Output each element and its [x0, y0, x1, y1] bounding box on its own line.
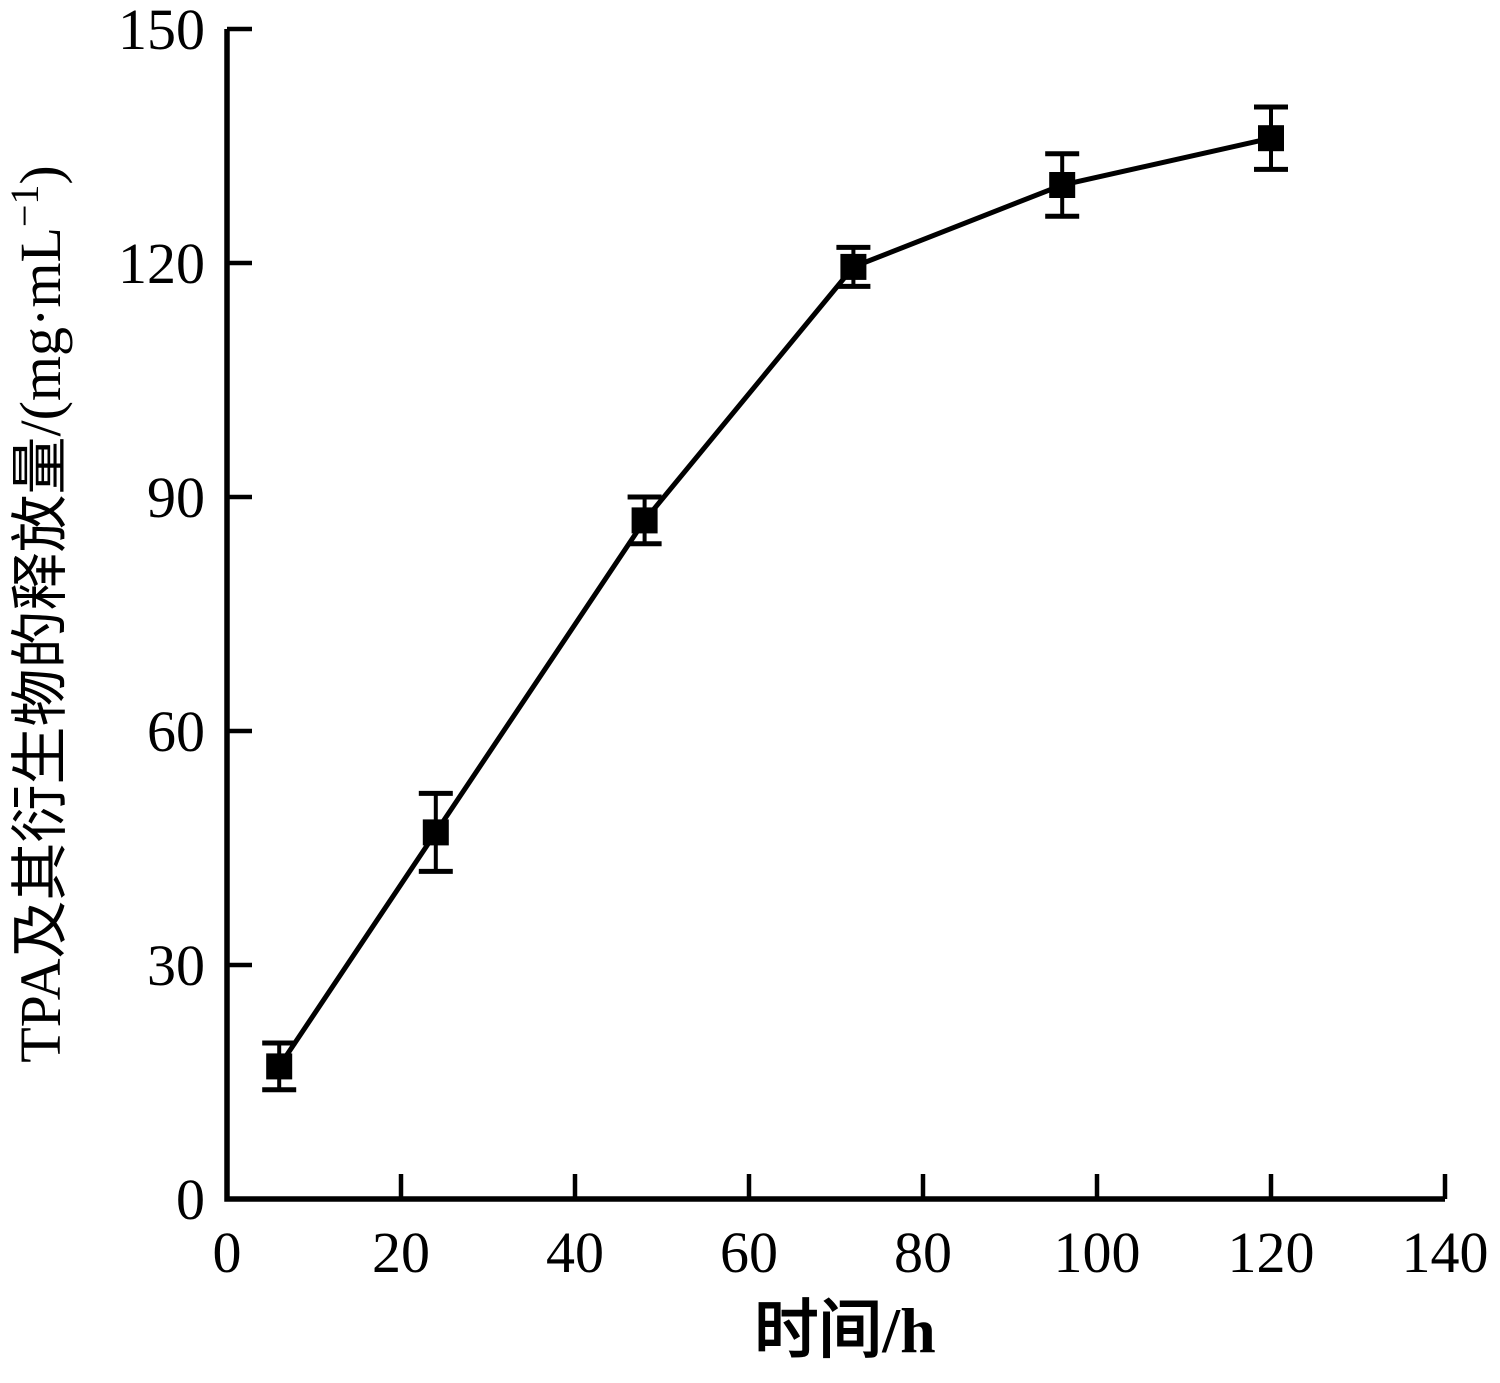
x-tick-label: 20 — [372, 1220, 430, 1285]
data-point-marker-square — [422, 819, 449, 846]
data-line-series — [277, 135, 1272, 1068]
y-tick-label: 90 — [147, 465, 205, 530]
x-axis-title: 时间/h — [754, 1295, 935, 1366]
y-axis-title: TPA及其衍生物的释放量/(mg·mL−1) — [2, 165, 73, 1063]
x-tick-label: 140 — [1402, 1220, 1489, 1285]
data-point-marker-square — [1049, 172, 1076, 198]
x-tick-label: 0 — [213, 1220, 242, 1285]
y-tick-label: 60 — [147, 699, 205, 764]
y-axis-title-superscript: −1 — [2, 185, 47, 228]
data-point-marker-square — [266, 1053, 293, 1080]
x-tick-label: 40 — [546, 1220, 604, 1285]
x-tick-label: 100 — [1054, 1220, 1141, 1285]
y-axis-title-base: TPA及其衍生物的释放量/(mg·mL — [8, 227, 73, 1063]
y-tick-label: 30 — [147, 933, 205, 998]
y-tick-label: 0 — [176, 1167, 205, 1232]
x-tick-label: 80 — [894, 1220, 952, 1285]
data-point-marker-square — [1258, 125, 1284, 152]
data-point-marker-square — [631, 507, 658, 534]
x-tick-label: 60 — [720, 1220, 778, 1285]
y-axis-title-close-paren: ) — [8, 165, 73, 184]
y-tick-label: 120 — [118, 231, 205, 296]
axis-spines — [224, 29, 1445, 1202]
data-point-marker-square — [840, 253, 867, 280]
y-tick-label: 150 — [118, 0, 205, 62]
x-tick-label: 120 — [1228, 1220, 1315, 1285]
